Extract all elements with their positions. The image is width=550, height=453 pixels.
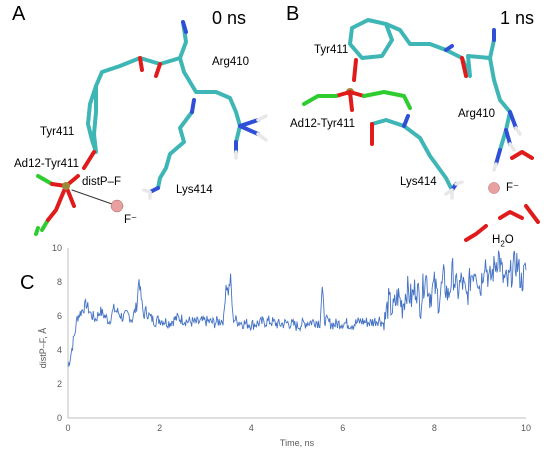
- label-fluoride-b: F⁻: [506, 182, 520, 194]
- y-tick-label: 4: [57, 345, 62, 355]
- label-ad12-b: Ad12-Tyr411: [290, 118, 355, 130]
- arg410-chain: [178, 20, 242, 144]
- label-lys414-b: Lys414: [400, 176, 437, 188]
- arg410-n-b: [494, 110, 518, 166]
- tyr411-o-b: [352, 58, 358, 82]
- backbone-a-o: [138, 56, 162, 78]
- y-tick-label: 8: [57, 277, 62, 287]
- y-tick-label: 10: [52, 243, 62, 253]
- series-line: [67, 250, 527, 368]
- label-arg410-a: Arg410: [212, 56, 250, 68]
- water-1: [510, 150, 534, 160]
- ad12-o: [46, 174, 80, 222]
- fluoride-a: [110, 199, 124, 213]
- y-tick-label: 6: [57, 311, 62, 321]
- label-arg410-b: Arg410: [458, 108, 496, 120]
- panel-b-time: 1 ns: [500, 8, 535, 28]
- backbone-b-o: [460, 56, 468, 78]
- panel-a-letter: A: [12, 3, 26, 25]
- phosphorus-atom: [62, 182, 70, 190]
- lys414-chain-b: [370, 118, 454, 192]
- x-axis-label: Time, ns: [280, 438, 315, 448]
- tyr411-ring: [86, 84, 98, 154]
- label-fluoride-a: F⁻: [124, 214, 138, 226]
- panel-a-time: 0 ns: [212, 8, 247, 28]
- arg410-n: [181, 20, 188, 34]
- label-tyr411-a: Tyr411: [40, 126, 75, 138]
- x-tick-label: 6: [340, 423, 345, 433]
- label-water: H2O: [492, 234, 514, 249]
- water-3: [524, 204, 540, 224]
- label-dist-a: distP–F: [82, 176, 121, 188]
- arg410-n3: [238, 118, 260, 136]
- dist-arrow: [71, 189, 113, 205]
- x-tick-label: 4: [249, 423, 254, 433]
- x-tick-label: 8: [432, 423, 437, 433]
- fluoride-b: [488, 182, 500, 194]
- y-axis-label: distP–F, Å: [38, 328, 48, 369]
- label-tyr411-b: Tyr411: [314, 44, 349, 56]
- x-tick-label: 2: [157, 423, 162, 433]
- x-tick-label: 0: [65, 423, 70, 433]
- lys414-h-b: [444, 180, 464, 200]
- water-2: [498, 210, 524, 220]
- label-ad12-a: Ad12-Tyr411: [14, 158, 79, 170]
- arg410-h: [234, 114, 268, 160]
- ad12-o-b: [334, 90, 366, 112]
- water-4: [464, 224, 488, 242]
- backbone-b-n: [444, 28, 496, 52]
- tyr411-o: [82, 150, 96, 170]
- panel-c-letter: C: [20, 272, 35, 294]
- lys414-chain: [156, 110, 194, 190]
- arg410-h-b: [492, 126, 522, 172]
- y-tick-label: 0: [57, 413, 62, 423]
- backbone-a: [94, 56, 182, 88]
- lys414-h: [142, 188, 152, 200]
- panel-b-letter: B: [286, 3, 300, 25]
- y-tick-label: 2: [57, 379, 62, 389]
- tyr411-ring-b: [348, 18, 394, 60]
- label-lys414-a: Lys414: [176, 184, 213, 196]
- x-tick-label: 10: [521, 423, 531, 433]
- ad12-green-b: [302, 90, 412, 110]
- tyr411-chain-b: [384, 22, 496, 78]
